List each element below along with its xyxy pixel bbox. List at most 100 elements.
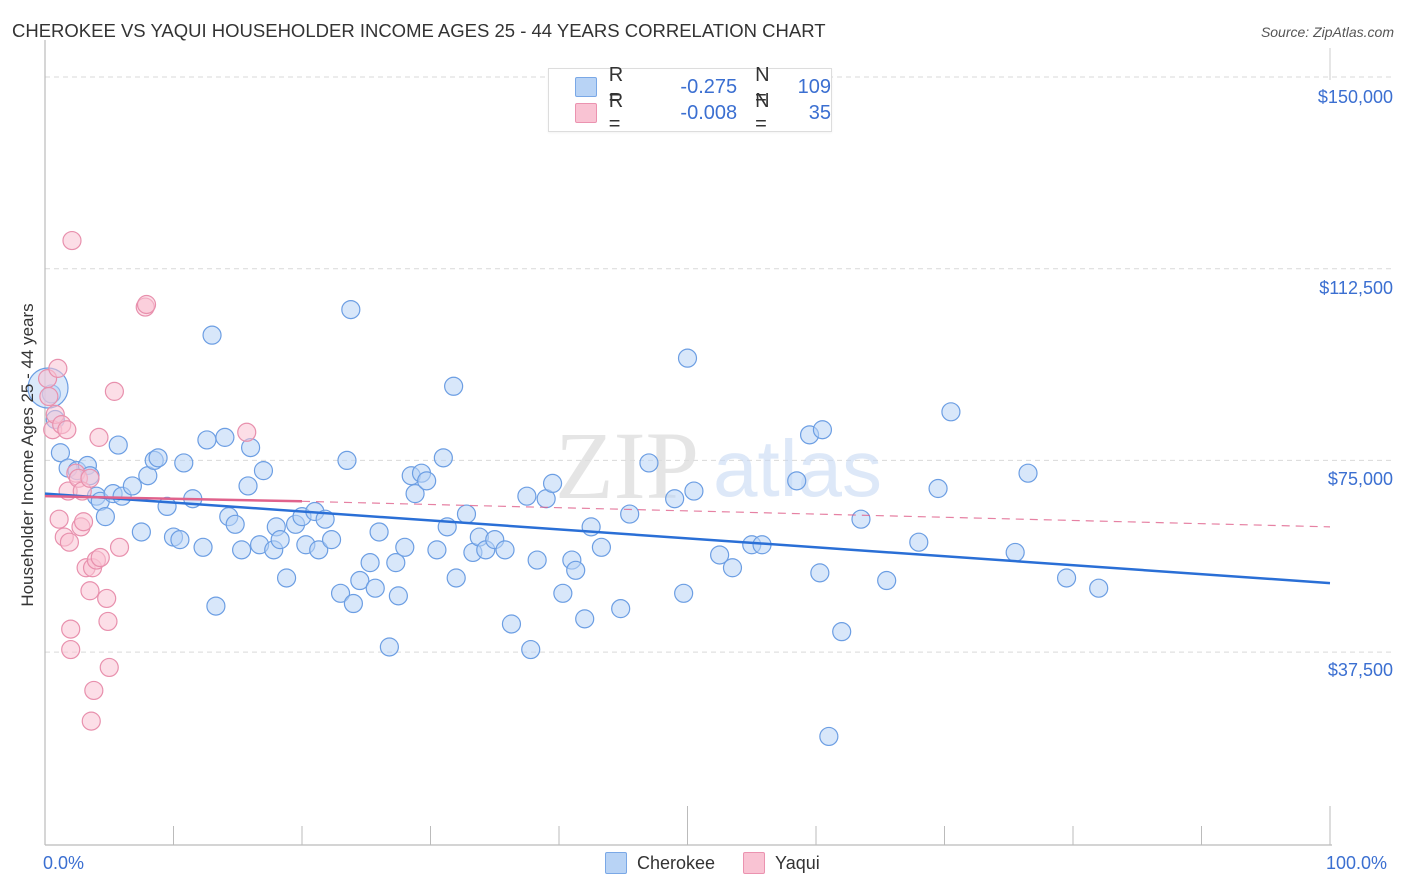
data-point — [405, 484, 425, 504]
data-point — [50, 443, 71, 463]
legend-item-cherokee[interactable]: Cherokee — [605, 852, 715, 874]
yaqui-label: Yaqui — [775, 852, 820, 873]
data-point — [99, 657, 119, 678]
data-point — [674, 583, 694, 603]
series-legend: Cherokee Yaqui — [605, 852, 848, 874]
data-point — [611, 599, 631, 619]
data-point — [49, 509, 69, 529]
data-point — [109, 537, 130, 557]
cherokee-r-value: -0.275 — [680, 75, 738, 98]
data-point — [1056, 568, 1077, 588]
data-point — [787, 471, 807, 491]
r-label: R = — [608, 90, 624, 135]
y-tick-150000: $150,000 — [1317, 87, 1393, 107]
zipatlas-watermark: ZIP atlas — [555, 412, 882, 519]
data-point — [941, 402, 961, 422]
data-point — [710, 545, 730, 565]
n-label: N = — [755, 90, 770, 135]
data-point — [684, 481, 704, 501]
data-point — [341, 299, 361, 320]
data-point — [591, 537, 612, 557]
yaqui-trendline — [44, 494, 303, 503]
data-point — [665, 489, 685, 509]
data-point — [276, 568, 297, 588]
data-point — [104, 381, 124, 401]
data-point — [928, 478, 948, 499]
data-point — [193, 537, 213, 557]
data-point — [148, 448, 168, 468]
legend-row-cherokee: R = -0.275 N = 109 — [575, 64, 831, 109]
data-point — [877, 570, 897, 591]
cherokee-swatch — [605, 852, 627, 874]
y-tick-37500: $37,500 — [1327, 660, 1393, 680]
data-point — [456, 504, 477, 524]
data-point — [360, 553, 380, 573]
x-tick-0: 0.0% — [43, 853, 85, 873]
data-point — [206, 596, 226, 616]
cherokee-label: Cherokee — [637, 852, 716, 873]
data-point — [446, 568, 466, 588]
data-point — [819, 726, 839, 747]
data-point — [501, 614, 522, 634]
data-point — [80, 468, 100, 488]
data-point — [575, 609, 595, 629]
yaqui-trendline-extension — [301, 500, 1331, 528]
data-point — [270, 530, 290, 550]
data-point — [237, 422, 257, 442]
data-point — [97, 588, 117, 609]
data-point — [330, 583, 351, 603]
y-tick-112500: $112,500 — [1319, 278, 1393, 298]
data-point — [521, 639, 541, 660]
data-point — [122, 476, 142, 496]
cherokee-points — [27, 299, 1109, 747]
data-point — [225, 514, 245, 534]
axes — [44, 40, 1332, 846]
trend-lines — [44, 492, 1331, 585]
data-point — [639, 453, 659, 473]
data-point — [386, 553, 406, 573]
data-point — [174, 453, 194, 473]
legend-item-yaqui[interactable]: Yaqui — [743, 852, 820, 874]
data-point — [321, 530, 342, 550]
data-point — [1005, 542, 1025, 563]
data-point — [62, 230, 82, 251]
data-point — [215, 427, 235, 447]
data-point — [309, 540, 329, 560]
data-point — [369, 522, 389, 542]
yaqui-swatch — [575, 103, 597, 123]
data-point — [48, 358, 68, 378]
data-point — [388, 586, 408, 606]
data-point — [812, 420, 833, 440]
cherokee-swatch — [575, 77, 597, 97]
data-point — [57, 420, 77, 440]
data-point — [136, 294, 157, 315]
data-point — [365, 578, 385, 598]
data-point — [832, 622, 852, 642]
data-point — [677, 348, 698, 368]
data-point — [527, 550, 547, 570]
data-point — [170, 530, 190, 550]
data-point — [131, 522, 151, 542]
svg-text:atlas: atlas — [713, 424, 882, 513]
data-point — [232, 540, 252, 560]
n-label: N = — [755, 64, 770, 109]
data-point — [59, 532, 80, 552]
data-point — [197, 430, 217, 450]
data-point — [238, 476, 258, 496]
data-point — [84, 680, 104, 701]
y-axis-title: Householder Income Ages 25 - 44 years — [18, 303, 37, 607]
yaqui-r-value: -0.008 — [680, 101, 738, 124]
data-point — [80, 581, 100, 601]
data-point — [495, 540, 515, 560]
data-point — [90, 547, 110, 568]
data-point — [444, 376, 464, 396]
data-point — [909, 532, 929, 552]
data-point — [517, 486, 537, 506]
source-label: Source: ZipAtlas.com — [1260, 24, 1394, 40]
stats-legend: R = -0.275 N = 109 R = -0.008 N = 35 — [548, 64, 832, 135]
data-point — [95, 507, 115, 527]
data-point — [337, 450, 357, 470]
gridlines — [45, 76, 1395, 653]
data-point — [81, 711, 101, 731]
data-point — [427, 540, 447, 560]
